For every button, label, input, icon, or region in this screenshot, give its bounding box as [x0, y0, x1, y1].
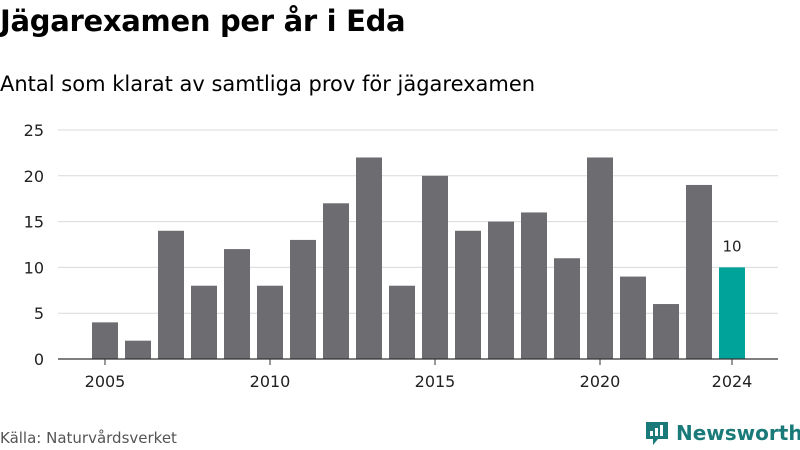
- bar-2010: [257, 285, 283, 359]
- x-tick-label: 2024: [712, 372, 753, 391]
- bar-2020: [587, 157, 613, 359]
- bar-2013: [356, 157, 382, 359]
- data-label-2024: 10: [722, 237, 741, 255]
- x-tick-label: 2005: [85, 372, 126, 391]
- brand-name: Newsworthy: [676, 421, 800, 445]
- source-note: Källa: Naturvårdsverket: [0, 429, 177, 447]
- bar-2005: [92, 322, 118, 359]
- bar-2017: [488, 221, 514, 359]
- y-tick-label: 20: [24, 167, 44, 186]
- x-tick-label: 2015: [415, 372, 456, 391]
- bar-2023: [686, 184, 712, 359]
- y-tick-label: 0: [34, 350, 44, 369]
- bar-2007: [158, 230, 184, 359]
- y-tick-label: 25: [24, 121, 44, 140]
- bar-2006: [125, 340, 151, 359]
- chart-title: Jägarexamen per år i Eda: [0, 4, 406, 38]
- bars: [92, 157, 745, 359]
- bar-2016: [455, 230, 481, 359]
- bar-2009: [224, 249, 250, 359]
- bar-2008: [191, 285, 217, 359]
- x-tick-label: 2010: [250, 372, 291, 391]
- y-tick-label: 10: [24, 258, 44, 277]
- newsworthy-logo-icon: [646, 422, 668, 445]
- bar-2024: [719, 267, 745, 359]
- chart-subtitle: Antal som klarat av samtliga prov för jä…: [0, 72, 536, 96]
- bar-2014: [389, 285, 415, 359]
- bar-2018: [521, 212, 547, 359]
- bar-2012: [323, 203, 349, 359]
- bar-2019: [554, 258, 580, 359]
- bar-2022: [653, 304, 679, 359]
- y-tick-label: 5: [34, 304, 44, 323]
- bar-2021: [620, 276, 646, 359]
- bar-2011: [290, 239, 316, 359]
- y-tick-label: 15: [24, 213, 44, 232]
- bar-2015: [422, 175, 448, 359]
- x-tick-label: 2020: [580, 372, 621, 391]
- axes: 0 5 10 15 20 25 10 2005 2010 2015 2020 2024: [24, 121, 778, 391]
- brand-logo: Newsworthy: [644, 420, 800, 446]
